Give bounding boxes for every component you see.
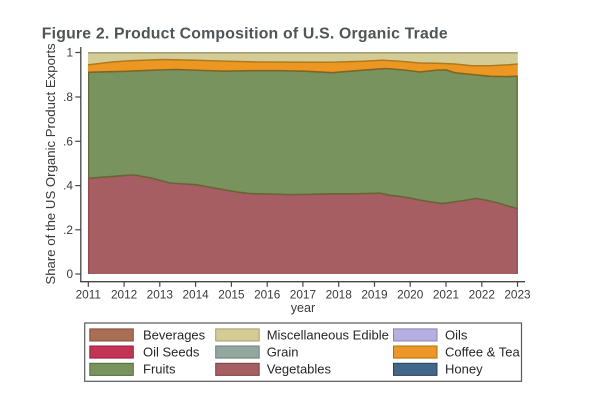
svg-text:1: 1: [66, 46, 73, 60]
svg-text:.6: .6: [63, 134, 73, 148]
svg-text:Coffee & Tea: Coffee & Tea: [445, 344, 520, 359]
svg-text:2012: 2012: [111, 288, 137, 302]
svg-text:Figure 2. Product Composition: Figure 2. Product Composition of U.S. Or…: [42, 26, 448, 43]
svg-text:2014: 2014: [182, 288, 209, 302]
svg-text:2011: 2011: [76, 288, 101, 302]
svg-text:year: year: [291, 301, 316, 315]
svg-text:0: 0: [66, 267, 73, 281]
svg-text:2020: 2020: [397, 288, 424, 302]
svg-text:Grain: Grain: [267, 344, 299, 359]
svg-text:.4: .4: [63, 179, 73, 193]
svg-text:Fruits: Fruits: [143, 362, 176, 377]
svg-text:2021: 2021: [433, 288, 459, 302]
svg-text:Share of the US Organic Produc: Share of the US Organic Product Exports: [43, 43, 58, 285]
svg-text:Vegetables: Vegetables: [267, 362, 332, 377]
svg-text:.8: .8: [63, 90, 73, 104]
svg-text:2022: 2022: [469, 288, 495, 302]
svg-text:2018: 2018: [326, 288, 353, 302]
svg-text:Honey: Honey: [445, 362, 483, 377]
svg-text:2023: 2023: [504, 288, 531, 302]
svg-text:Oil Seeds: Oil Seeds: [143, 344, 200, 359]
svg-text:2017: 2017: [290, 288, 316, 302]
svg-text:Oils: Oils: [445, 327, 468, 342]
svg-text:2013: 2013: [147, 288, 174, 302]
svg-text:2019: 2019: [361, 288, 387, 302]
svg-text:2015: 2015: [218, 288, 245, 302]
svg-text:2016: 2016: [254, 288, 281, 302]
svg-text:Miscellaneous Edible: Miscellaneous Edible: [267, 327, 389, 342]
svg-text:.2: .2: [63, 223, 73, 237]
svg-text:Beverages: Beverages: [143, 327, 206, 342]
